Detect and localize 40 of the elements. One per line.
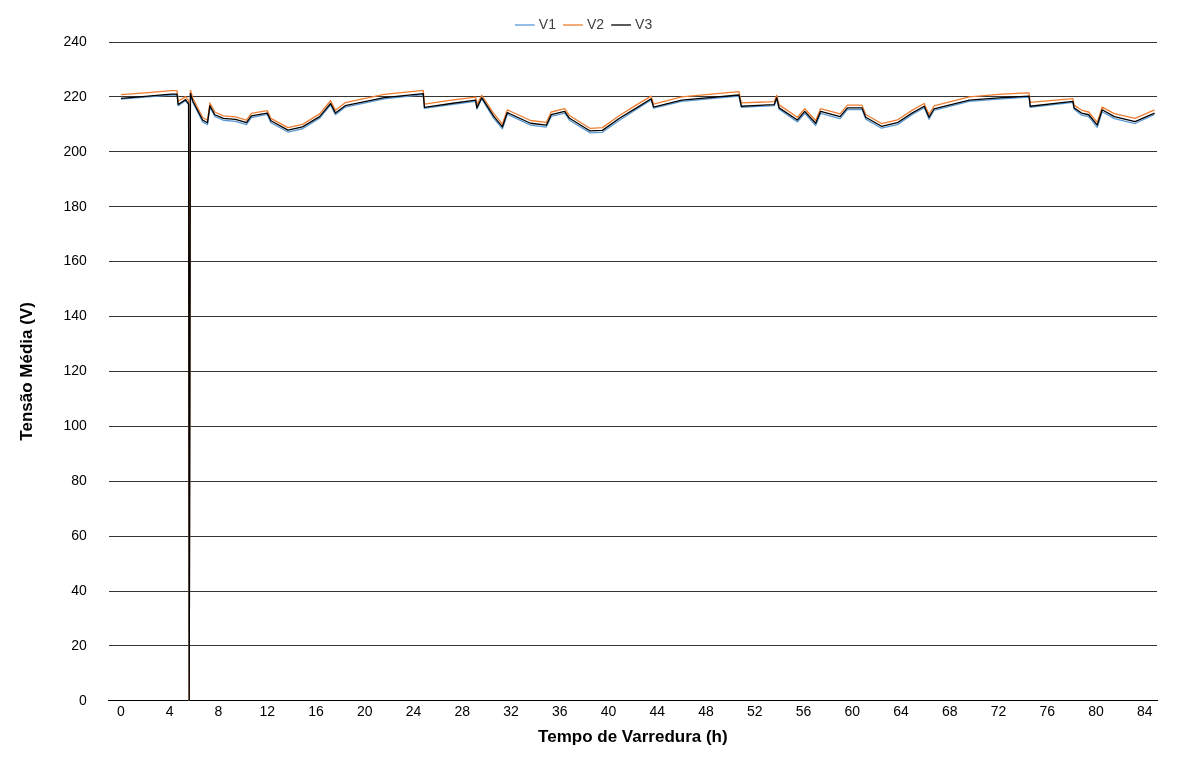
x-tick-label: 68 <box>942 703 958 720</box>
x-tick-label: 12 <box>259 703 276 720</box>
y-tick-label: 180 <box>63 197 87 214</box>
y-tick-label: 100 <box>63 417 87 434</box>
y-tick-label: 40 <box>71 581 87 598</box>
x-tick-label: 72 <box>990 703 1007 720</box>
x-tick-label: 44 <box>649 703 666 720</box>
x-tick-label: 52 <box>746 703 763 720</box>
y-tick-label: 0 <box>78 691 87 708</box>
x-tick-label: 56 <box>795 703 812 720</box>
x-tick-label: 20 <box>356 703 373 720</box>
x-axis-title: Tempo de Varredura (h) <box>538 727 728 747</box>
y-tick-label: 80 <box>71 472 87 489</box>
x-tick-label: 80 <box>1088 703 1105 720</box>
x-tick-label: 64 <box>893 703 910 720</box>
x-tick-label: 32 <box>503 703 519 720</box>
x-tick-label: 48 <box>698 703 715 720</box>
x-tick-label: 24 <box>405 703 422 720</box>
x-tick-label: 16 <box>308 703 324 720</box>
y-tick-label: 140 <box>63 307 87 324</box>
y-tick-label: 160 <box>63 252 87 269</box>
x-tick-label: 8 <box>214 703 223 720</box>
legend-label: V3 <box>635 15 653 32</box>
x-tick-label: 0 <box>117 703 126 720</box>
x-tick-label: 4 <box>165 703 174 720</box>
x-tick-label: 84 <box>1137 703 1153 720</box>
x-tick-label: 60 <box>844 703 861 720</box>
legend-label: V1 <box>538 15 557 32</box>
y-tick-label: 60 <box>71 526 87 543</box>
y-tick-label: 20 <box>71 636 87 653</box>
y-tick-label: 240 <box>63 32 87 49</box>
y-tick-label: 200 <box>63 142 87 159</box>
y-axis-title: Tensão Média (V) <box>16 302 36 441</box>
x-tick-label: 76 <box>1039 703 1056 720</box>
x-tick-label: 36 <box>551 703 568 720</box>
legend-label: V2 <box>586 15 605 32</box>
x-tick-label: 28 <box>454 703 471 720</box>
y-tick-label: 220 <box>63 87 87 104</box>
x-tick-label: 40 <box>600 703 617 720</box>
y-tick-label: 120 <box>63 362 87 379</box>
